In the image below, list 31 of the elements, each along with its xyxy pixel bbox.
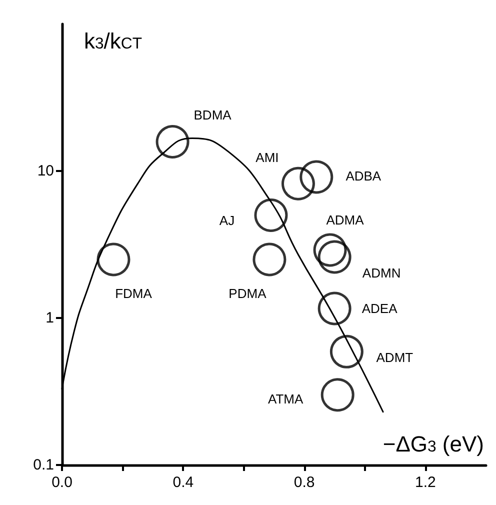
- annotation: BDMA: [194, 107, 232, 122]
- annotation: ADMA: [326, 212, 364, 228]
- annotation: FDMA: [115, 286, 152, 302]
- point: [313, 233, 347, 267]
- x-tick-label: 0.0: [52, 474, 72, 491]
- annotation: ADBA: [346, 168, 382, 184]
- annotation: AJ: [219, 212, 235, 228]
- point: [254, 198, 288, 232]
- point: [252, 242, 286, 276]
- x-tick-label: 0.4: [172, 474, 194, 491]
- point: [318, 292, 352, 326]
- y-tick-label: 0.1: [33, 456, 54, 474]
- annotation: ATMA: [268, 391, 304, 406]
- point: [320, 378, 354, 412]
- annotation: ADMN: [362, 266, 401, 280]
- y-tick-label: 10: [37, 162, 54, 180]
- point: [300, 160, 334, 194]
- point: [156, 125, 190, 159]
- y-tick-label: 1: [46, 310, 54, 326]
- annotation: PDMA: [228, 286, 267, 302]
- point: [282, 166, 315, 200]
- x-tick-label: 0.8: [294, 474, 315, 491]
- annotation: ADMT: [376, 350, 414, 366]
- point: [330, 334, 364, 368]
- y-axis-title: k3/kCT: [84, 28, 142, 54]
- x-axis-title: −ΔG3 (eV): [382, 432, 484, 456]
- x-tick-label: 1.2: [415, 474, 436, 491]
- point: [96, 242, 130, 276]
- point: [318, 240, 352, 274]
- annotation: ADEA: [362, 301, 398, 316]
- annotation: AMI: [256, 150, 279, 166]
